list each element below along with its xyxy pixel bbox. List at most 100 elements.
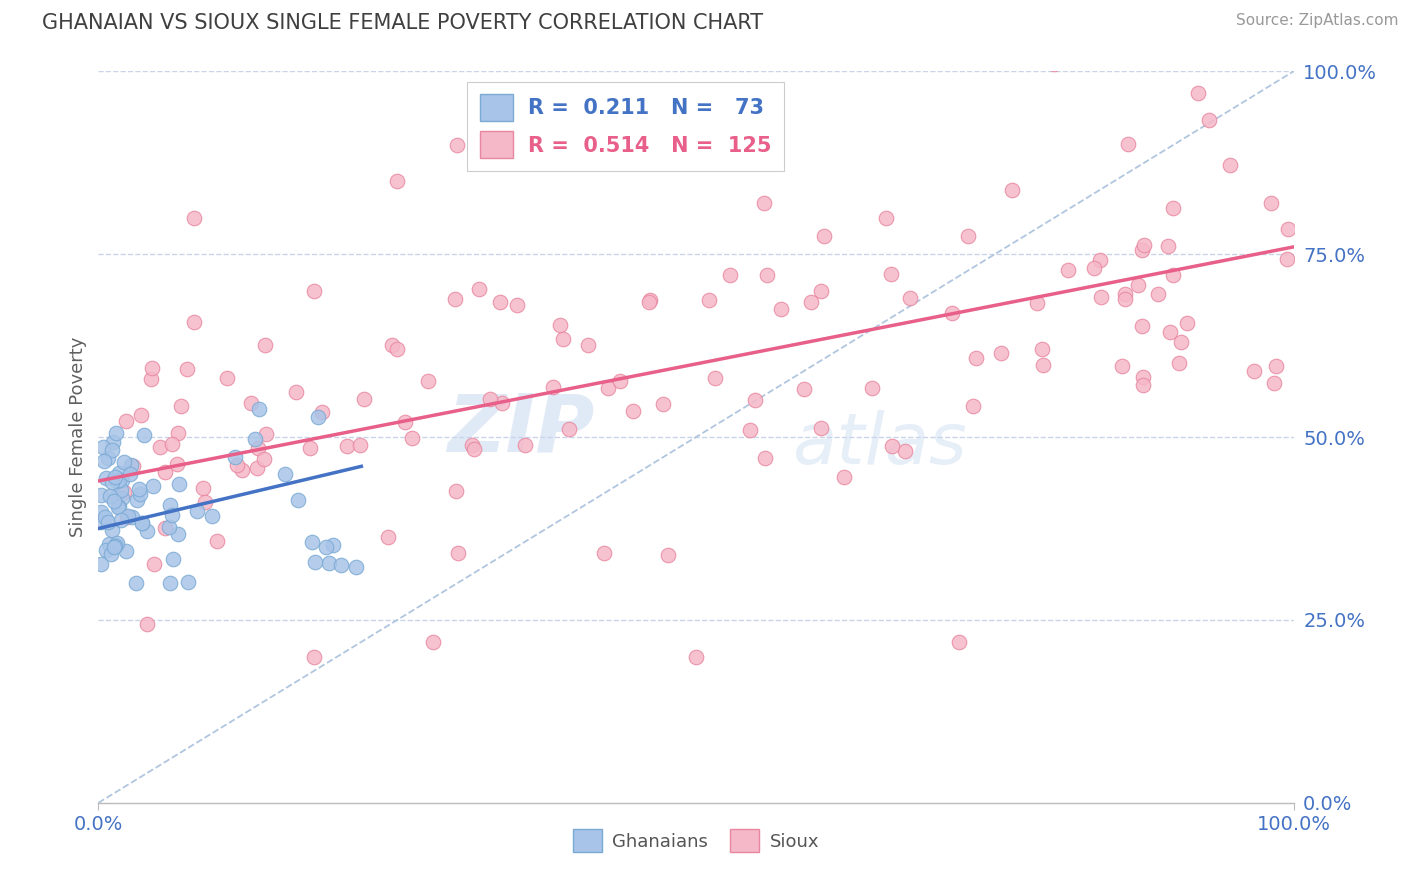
- Point: [621, 403, 644, 417]
- Point: [875, 211, 897, 226]
- Point: [770, 302, 793, 317]
- Point: [1090, 290, 1112, 304]
- Point: [205, 534, 228, 549]
- Point: [422, 635, 444, 649]
- Point: [254, 337, 277, 351]
- Point: [446, 137, 468, 152]
- Point: [120, 467, 142, 481]
- Point: [307, 410, 329, 425]
- Point: [254, 426, 277, 441]
- Point: [596, 381, 619, 395]
- Point: [962, 399, 984, 413]
- Point: [104, 490, 127, 504]
- Point: [1032, 359, 1054, 373]
- Point: [648, 87, 672, 101]
- Point: [103, 493, 125, 508]
- Point: [111, 473, 134, 487]
- Point: [990, 345, 1012, 359]
- Point: [132, 428, 155, 442]
- Text: atlas: atlas: [792, 410, 966, 479]
- Point: [1187, 87, 1209, 101]
- Point: [800, 294, 823, 309]
- Point: [1043, 56, 1066, 70]
- Point: [860, 381, 883, 395]
- Point: [231, 463, 253, 477]
- Point: [120, 458, 142, 472]
- Text: Source: ZipAtlas.com: Source: ZipAtlas.com: [1236, 13, 1399, 29]
- Point: [246, 441, 269, 455]
- Point: [489, 295, 512, 310]
- Point: [125, 493, 148, 508]
- Point: [104, 470, 127, 484]
- Point: [115, 544, 138, 558]
- Point: [110, 513, 132, 527]
- Point: [1147, 287, 1170, 301]
- Point: [167, 527, 190, 541]
- Point: [416, 374, 439, 388]
- Point: [153, 520, 176, 534]
- Point: [882, 439, 904, 453]
- Point: [97, 451, 120, 466]
- Point: [329, 558, 352, 572]
- Point: [315, 540, 337, 554]
- Point: [1133, 237, 1156, 252]
- Point: [810, 421, 832, 435]
- Point: [90, 488, 112, 502]
- Point: [131, 516, 153, 530]
- Point: [186, 503, 208, 517]
- Y-axis label: Single Female Poverty: Single Female Poverty: [69, 337, 87, 537]
- Point: [98, 489, 121, 503]
- Point: [105, 425, 128, 440]
- Point: [115, 414, 138, 428]
- Point: [638, 293, 661, 308]
- Point: [1168, 355, 1191, 369]
- Point: [463, 442, 485, 456]
- Point: [744, 392, 766, 407]
- Point: [557, 422, 579, 436]
- Point: [240, 396, 263, 410]
- Text: GHANAIAN VS SIOUX SINGLE FEMALE POVERTY CORRELATION CHART: GHANAIAN VS SIOUX SINGLE FEMALE POVERTY …: [42, 13, 763, 33]
- Point: [224, 450, 246, 464]
- Point: [112, 455, 135, 469]
- Point: [108, 467, 131, 481]
- Point: [1111, 359, 1133, 373]
- Point: [322, 538, 344, 552]
- Point: [1057, 263, 1080, 277]
- Point: [162, 551, 184, 566]
- Point: [100, 547, 122, 561]
- Point: [754, 195, 776, 210]
- Point: [941, 306, 963, 320]
- Point: [155, 465, 177, 479]
- Point: [302, 649, 325, 664]
- Point: [1026, 295, 1049, 310]
- Point: [832, 470, 855, 484]
- Point: [302, 284, 325, 298]
- Point: [385, 174, 409, 188]
- Point: [813, 228, 835, 243]
- Point: [142, 479, 165, 493]
- Point: [593, 546, 616, 560]
- Point: [754, 451, 776, 466]
- Point: [125, 576, 148, 591]
- Point: [157, 520, 180, 534]
- Point: [274, 467, 297, 481]
- Point: [177, 575, 200, 590]
- Point: [1001, 183, 1024, 197]
- Point: [253, 451, 276, 466]
- Point: [304, 555, 326, 569]
- Point: [1132, 370, 1154, 384]
- Point: [128, 482, 150, 496]
- Point: [1243, 364, 1265, 378]
- Point: [112, 484, 135, 499]
- Point: [93, 453, 115, 467]
- Point: [166, 457, 188, 471]
- Point: [129, 408, 152, 422]
- Point: [287, 493, 309, 508]
- Point: [103, 541, 125, 555]
- Point: [651, 397, 673, 411]
- Point: [167, 477, 190, 491]
- Point: [245, 432, 267, 446]
- Point: [96, 471, 118, 485]
- Point: [1090, 252, 1112, 267]
- Point: [97, 537, 120, 551]
